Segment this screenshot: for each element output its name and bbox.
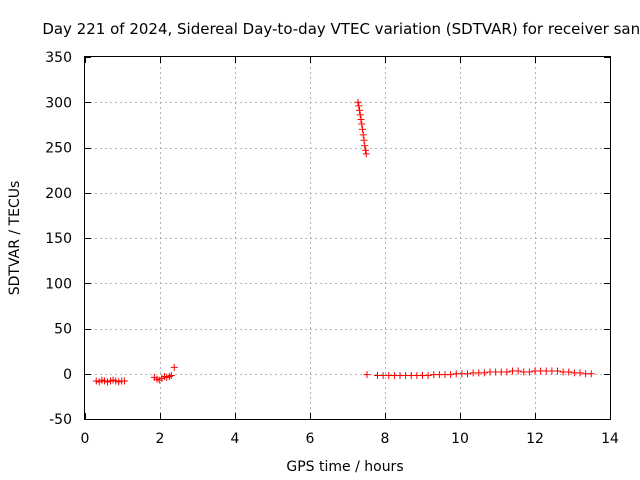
data-point xyxy=(361,142,369,150)
data-point xyxy=(587,370,595,378)
x-axis-label: GPS time / hours xyxy=(286,459,403,475)
x-tick-label: 8 xyxy=(381,431,390,447)
data-point xyxy=(554,367,561,375)
data-point xyxy=(356,106,363,114)
data-point xyxy=(112,377,120,385)
data-point xyxy=(576,369,584,377)
data-point xyxy=(115,378,123,386)
x-tick-label: 12 xyxy=(526,431,544,447)
y-tick-label: 200 xyxy=(45,186,72,202)
plot-frame xyxy=(84,56,611,420)
data-point xyxy=(424,372,432,380)
data-point xyxy=(104,378,111,386)
data-point xyxy=(480,369,488,377)
y-tick-label: 100 xyxy=(45,276,72,292)
x-tick-label: 6 xyxy=(306,431,315,447)
y-axis-label: SDTVAR / TECUs xyxy=(7,181,23,296)
data-point xyxy=(503,368,511,376)
data-point xyxy=(356,111,364,119)
data-point xyxy=(101,377,108,385)
chart-title: Day 221 of 2024, Sidereal Day-to-day VTE… xyxy=(42,20,640,38)
x-tick-label: 2 xyxy=(156,431,165,447)
data-point xyxy=(357,115,365,123)
data-point xyxy=(525,368,533,376)
data-point xyxy=(359,125,366,133)
tick-labels: 0 2 4 6 8 10 12 14 -50 0 50 100 150 200 250 300 350 xyxy=(45,50,619,447)
data-point xyxy=(92,377,100,385)
data-points xyxy=(92,98,595,386)
grid xyxy=(85,57,610,419)
y-tick-label: 250 xyxy=(45,141,72,157)
data-point xyxy=(565,368,573,376)
data-point xyxy=(359,131,367,139)
x-tick-label: 14 xyxy=(601,431,619,447)
y-tick-label: 50 xyxy=(54,322,72,338)
data-point xyxy=(358,120,366,128)
y-tick-label: 150 xyxy=(45,231,72,247)
data-point xyxy=(170,363,178,371)
data-point xyxy=(360,136,368,144)
data-point xyxy=(514,367,522,375)
data-point xyxy=(167,372,175,380)
data-point xyxy=(120,377,128,385)
x-tick-label: 4 xyxy=(231,431,240,447)
axis-ticks xyxy=(85,57,611,420)
data-point xyxy=(354,98,362,106)
x-tick-label: 0 xyxy=(81,431,90,447)
x-tick-label: 10 xyxy=(451,431,469,447)
y-tick-label: -50 xyxy=(49,412,72,428)
data-point xyxy=(362,146,369,154)
y-tick-label: 0 xyxy=(63,367,72,383)
y-tick-label: 300 xyxy=(45,95,72,111)
series-sdtvar xyxy=(92,98,595,386)
data-point xyxy=(447,371,455,379)
data-point xyxy=(363,371,371,379)
data-point xyxy=(464,370,471,378)
data-point xyxy=(355,102,363,110)
y-tick-label: 350 xyxy=(45,50,72,66)
data-point xyxy=(362,150,370,158)
